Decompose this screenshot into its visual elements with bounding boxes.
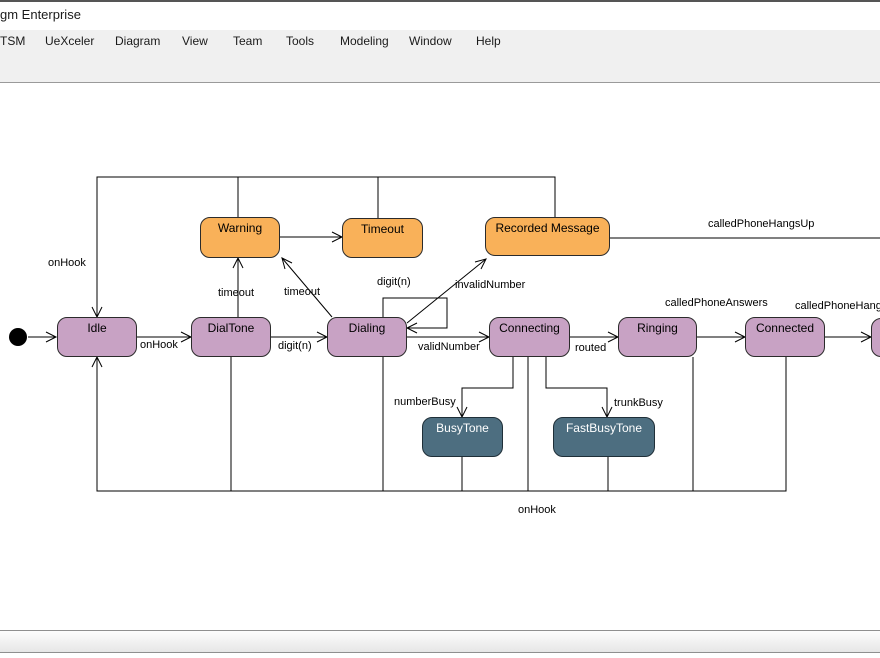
menu-item-modeling[interactable]: Modeling: [340, 34, 389, 48]
label-onhook-idle-dialtone[interactable]: onHook: [140, 339, 178, 351]
window-top-accent: [0, 0, 880, 2]
transition-connecting-busytone[interactable]: [461, 357, 514, 417]
arrowhead: [91, 355, 103, 368]
arrowhead: [474, 258, 487, 270]
arrowhead: [281, 257, 293, 270]
label-timeout-dialtone-warning[interactable]: timeout: [218, 287, 255, 299]
arrowhead: [45, 331, 58, 343]
transition-topbus-onhook[interactable]: [96, 176, 556, 317]
menu-item-tsm[interactable]: TSM: [0, 34, 26, 48]
state-recorded-message[interactable]: Recorded Message: [485, 217, 610, 256]
transition-dialing-recordedmessage[interactable]: [406, 258, 487, 324]
label-called-phone-answers[interactable]: calledPhoneAnswers: [665, 297, 768, 309]
diagram-canvas[interactable]: [0, 83, 880, 630]
transition-dialing-self-loop[interactable]: [382, 297, 448, 329]
label-trunk-busy[interactable]: trunkBusy: [614, 397, 663, 409]
label-valid-number[interactable]: validNumber: [418, 341, 480, 353]
transition-bottombus-onhook[interactable]: [96, 357, 787, 492]
state-busytone[interactable]: BusyTone: [422, 417, 503, 457]
label-onhook-bottom[interactable]: onHook: [518, 504, 556, 516]
label-called-phone-hangs-up-top[interactable]: calledPhoneHangsUp: [708, 218, 815, 230]
state-fastbusytone[interactable]: FastBusyTone: [553, 417, 655, 457]
state-offscreen[interactable]: [871, 318, 880, 357]
menu-item-view[interactable]: View: [182, 34, 208, 48]
menu-item-team[interactable]: Team: [233, 34, 263, 48]
state-warning[interactable]: Warning: [200, 217, 280, 258]
state-ringing[interactable]: Ringing: [618, 317, 697, 357]
menu-item-diagram[interactable]: Diagram: [115, 34, 161, 48]
menu-item-tools[interactable]: Tools: [286, 34, 315, 48]
state-timeout[interactable]: Timeout: [342, 218, 423, 258]
menu-item-uexceler[interactable]: UeXceler: [45, 34, 95, 48]
transition-connecting-fastbusytone[interactable]: [545, 357, 608, 417]
label-timeout-dialing-warning[interactable]: timeout: [284, 286, 321, 298]
state-dialing[interactable]: Dialing: [327, 317, 407, 357]
label-digitn-dialtone-dialing[interactable]: digit(n): [278, 340, 312, 352]
label-routed[interactable]: routed: [575, 342, 607, 354]
label-onhook-left[interactable]: onHook: [48, 257, 86, 269]
toolbar-strip: [0, 53, 880, 83]
transition-dialing-warning[interactable]: [281, 257, 333, 318]
label-called-phone-hangs-up-right[interactable]: calledPhoneHangsUp: [795, 300, 880, 312]
arrowhead: [232, 256, 244, 269]
initial-state-node[interactable]: [9, 328, 27, 346]
menu-bar: TSM UeXceler Diagram View Team Tools Mod…: [0, 30, 880, 53]
state-connecting[interactable]: Connecting: [489, 317, 570, 357]
state-dialtone[interactable]: DialTone: [191, 317, 271, 357]
label-digitn-self-loop[interactable]: digit(n): [377, 276, 411, 288]
menu-item-help[interactable]: Help: [476, 34, 501, 48]
label-number-busy[interactable]: numberBusy: [394, 396, 456, 408]
state-idle[interactable]: Idle: [57, 317, 137, 357]
status-bar: [0, 630, 880, 653]
menu-item-window[interactable]: Window: [409, 34, 452, 48]
state-connected[interactable]: Connected: [745, 317, 825, 357]
title-bar: gm Enterprise: [0, 2, 880, 30]
label-invalid-number[interactable]: invalidNumber: [455, 279, 526, 291]
window-title: gm Enterprise: [0, 7, 81, 22]
arrowhead: [405, 322, 418, 334]
